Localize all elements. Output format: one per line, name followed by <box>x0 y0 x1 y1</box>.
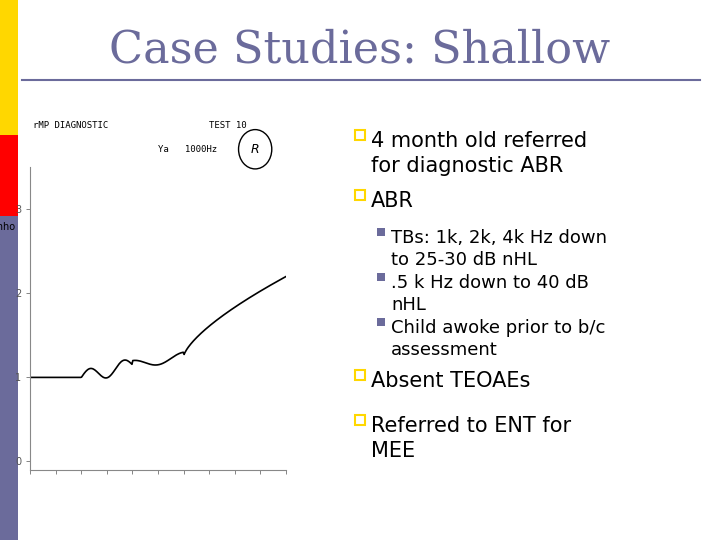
Text: Ya   1000Hz: Ya 1000Hz <box>158 145 217 154</box>
Bar <box>377 228 385 236</box>
Text: ABR: ABR <box>371 191 414 211</box>
Text: TBs: 1k, 2k, 4k Hz down
to 25-30 dB nHL: TBs: 1k, 2k, 4k Hz down to 25-30 dB nHL <box>391 229 607 269</box>
Text: Referred to ENT for
MEE: Referred to ENT for MEE <box>371 416 571 461</box>
Text: mmho: mmho <box>0 222 15 232</box>
Bar <box>0 135 18 216</box>
Text: TEST 10: TEST 10 <box>209 121 247 130</box>
Bar <box>0 216 18 540</box>
Text: 4 month old referred
for diagnostic ABR: 4 month old referred for diagnostic ABR <box>371 131 587 176</box>
Text: R: R <box>251 143 259 156</box>
Bar <box>355 130 365 140</box>
Text: Case Studies: Shallow: Case Studies: Shallow <box>109 29 611 72</box>
Bar <box>377 318 385 326</box>
Text: .5 k Hz down to 40 dB
nHL: .5 k Hz down to 40 dB nHL <box>391 274 589 314</box>
Bar <box>377 273 385 281</box>
Text: rMP DIAGNOSTIC: rMP DIAGNOSTIC <box>33 121 108 130</box>
Bar <box>355 415 365 425</box>
Bar <box>355 190 365 200</box>
Bar <box>0 0 18 135</box>
Text: Child awoke prior to b/c
assessment: Child awoke prior to b/c assessment <box>391 319 606 359</box>
Text: Absent TEOAEs: Absent TEOAEs <box>371 371 531 391</box>
Bar <box>355 370 365 380</box>
